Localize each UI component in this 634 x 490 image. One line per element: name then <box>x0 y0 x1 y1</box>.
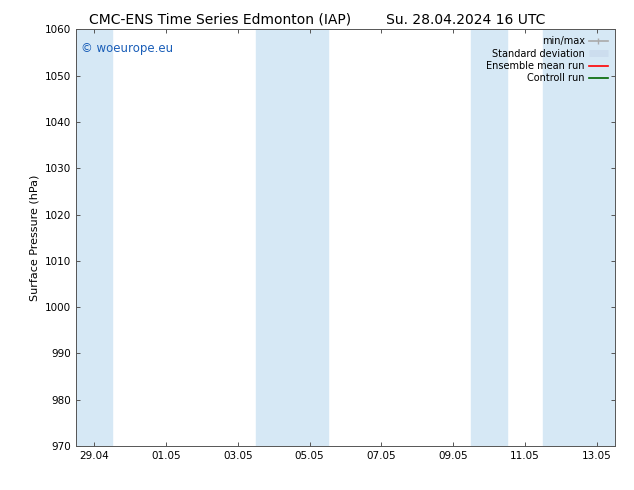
Text: © woeurope.eu: © woeurope.eu <box>81 42 174 55</box>
Bar <box>543 29 615 446</box>
Bar <box>256 29 328 446</box>
Legend: min/max, Standard deviation, Ensemble mean run, Controll run: min/max, Standard deviation, Ensemble me… <box>484 34 610 85</box>
Text: CMC-ENS Time Series Edmonton (IAP)        Su. 28.04.2024 16 UTC: CMC-ENS Time Series Edmonton (IAP) Su. 2… <box>89 12 545 26</box>
Bar <box>471 29 507 446</box>
Y-axis label: Surface Pressure (hPa): Surface Pressure (hPa) <box>29 174 39 301</box>
Bar <box>76 29 112 446</box>
